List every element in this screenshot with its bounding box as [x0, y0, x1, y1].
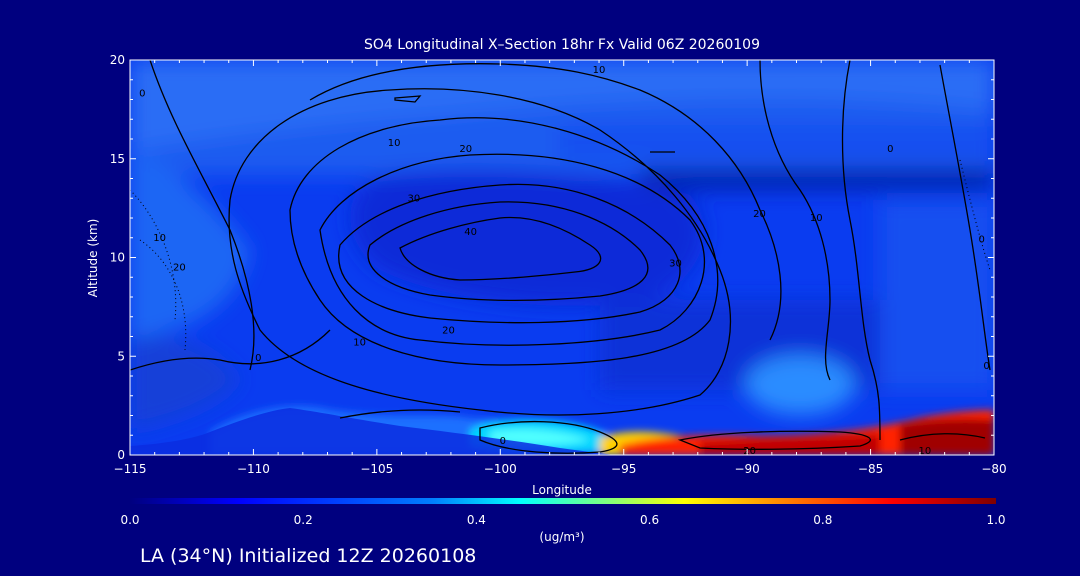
contour-labels: 10 0 10 20 30 40 30 20 10 0 0 10 20 20 10 0 0 0 20 10: [139, 65, 990, 457]
contour-label: 30: [669, 258, 682, 269]
x-tick-label: −115: [114, 462, 147, 476]
contour-lines-dotted: [130, 159, 991, 351]
y-tick-label: 15: [110, 152, 125, 166]
concentration-field: [130, 60, 994, 430]
x-tick-label: −110: [237, 462, 270, 476]
colorbar-tick-label: 1.0: [986, 513, 1005, 527]
colorbar-tick-label: 0.6: [640, 513, 659, 527]
contour-label: 40: [464, 227, 477, 238]
contour-label: 0: [500, 436, 506, 447]
footer-caption: LA (34°N) Initialized 12Z 20260108: [140, 545, 476, 567]
x-tick-label: −95: [611, 462, 636, 476]
contour-label: 20: [459, 144, 472, 155]
y-axis-label: Altitude (km): [86, 219, 100, 298]
contour-label: 10: [593, 65, 606, 76]
contour-label: 20: [442, 326, 455, 337]
contour-label: 20: [753, 209, 766, 220]
contour-label: 10: [810, 213, 823, 224]
y-tick-label: 0: [117, 448, 125, 462]
contour-label: 0: [983, 361, 989, 372]
colorbar-tick-label: 0.4: [467, 513, 486, 527]
contour-label: 0: [139, 89, 145, 100]
contour-label: 10: [353, 337, 366, 348]
contour-label: 10: [388, 138, 401, 149]
contour-label: 10: [153, 233, 166, 244]
contour-lines: [130, 60, 991, 454]
x-tick-label: −100: [484, 462, 517, 476]
y-tick-label: 5: [117, 349, 125, 363]
colorbar-label: (ug/m³): [539, 530, 584, 544]
colorbar: [130, 498, 996, 504]
y-tick-label: 10: [110, 251, 125, 265]
contour-label: 20: [743, 446, 756, 457]
contour-label: 0: [978, 235, 984, 246]
contour-label: 10: [919, 446, 932, 457]
axes: −115 −110 −105 −100 −95 −90 −85 −80 0 5 10 15 20: [110, 53, 1007, 476]
contour-label: 30: [408, 193, 421, 204]
colorbar-tick-label: 0.2: [294, 513, 313, 527]
colorbar-ticks: 0.0 0.2 0.4 0.6 0.8 1.0: [120, 513, 1005, 527]
chart-title: SO4 Longitudinal X–Section 18hr Fx Valid…: [364, 37, 760, 53]
x-tick-label: −80: [981, 462, 1006, 476]
contour-label: 20: [173, 262, 186, 273]
x-tick-label: −105: [360, 462, 393, 476]
contour-label: 0: [887, 144, 893, 155]
x-tick-label: −90: [734, 462, 759, 476]
colorbar-tick-label: 0.8: [813, 513, 832, 527]
colorbar-tick-label: 0.0: [120, 513, 139, 527]
terrain: [130, 408, 620, 455]
x-tick-label: −85: [858, 462, 883, 476]
contour-label: 0: [255, 353, 261, 364]
plot-area: 10 0 10 20 30 40 30 20 10 0 0 10 20 20 10 0 0 0 20 10: [130, 60, 994, 457]
x-axis-label: Longitude: [532, 483, 592, 497]
y-tick-label: 20: [110, 53, 125, 67]
